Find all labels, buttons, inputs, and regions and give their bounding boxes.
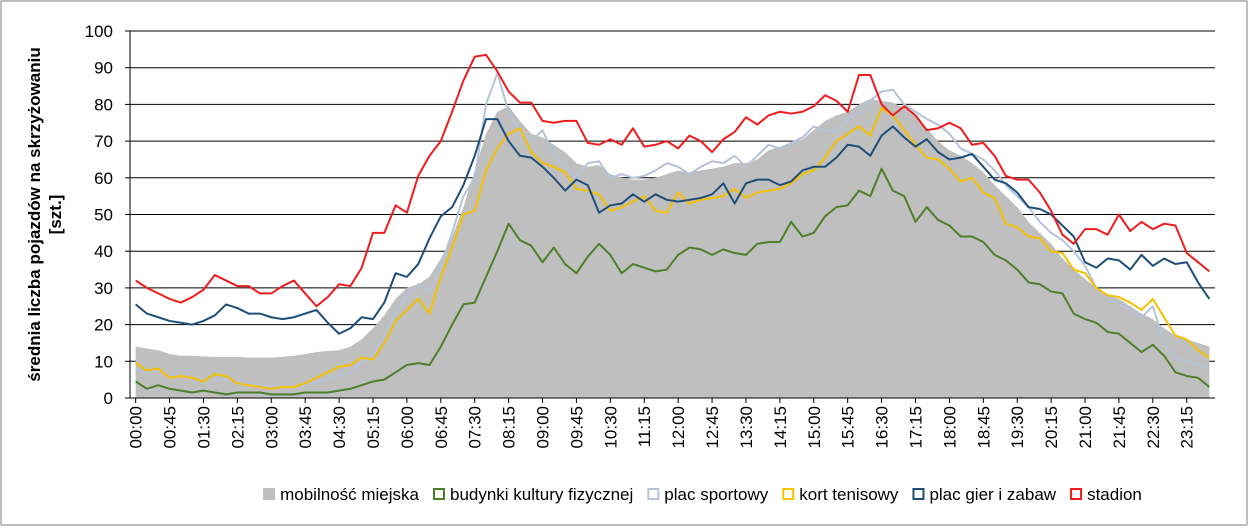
y-tick-label: 50 [94,206,113,225]
line [135,167,1210,396]
x-tick-label: 22:30 [1144,406,1163,449]
y-tick-label: 90 [94,59,113,78]
x-tick-label: 20:15 [1042,406,1061,449]
x-tick-label: 07:30 [466,406,485,449]
x-tick-label: 14:15 [771,406,790,449]
x-tick-label: 12:45 [703,406,722,449]
legend-label: kort tenisowy [799,485,899,504]
line [135,72,1210,388]
x-tick-label: 05:15 [364,406,383,449]
legend-swatch [1070,488,1083,500]
x-tick-label: 17:15 [906,406,925,449]
x-tick-label: 09:00 [534,406,553,449]
line [135,107,1210,390]
x-tick-label: 04:30 [330,406,349,449]
y-tick-label: 20 [94,316,113,335]
legend-swatch [263,488,276,500]
y-axis-label-line: średnia liczba pojazdów na skrzyżowaniu [25,47,44,381]
x-tick-label: 01:30 [194,406,213,449]
y-tick-label: 40 [94,242,113,261]
legend-swatch [912,488,925,500]
legend-label: budynki kultury fizycznej [450,485,633,504]
x-tick-label: 11:15 [635,406,654,447]
legend-label: plac sportowy [664,485,768,504]
area [135,98,1210,399]
line [135,118,1211,335]
y-tick-label: 60 [94,169,113,188]
x-tick-label: 00:45 [161,406,180,449]
x-tick-label: 18:45 [974,406,993,449]
legend-label: mobilność miejska [280,485,419,504]
legend-swatch [782,488,795,500]
x-tick-label: 02:15 [228,406,247,449]
x-tick-label: 08:15 [500,406,519,449]
y-axis-label: średnia liczba pojazdów na skrzyżowaniu[… [25,47,65,381]
x-tick-label: 00:00 [127,406,146,449]
legend-label: plac gier i zabaw [929,485,1056,504]
y-axis-label-line: [szt.] [46,195,65,235]
x-tick-label: 13:30 [737,406,756,449]
x-tick-label: 12:00 [669,406,688,449]
x-tick-label: 03:00 [262,406,281,449]
x-tick-label: 10:30 [601,406,620,449]
x-tick-label: 15:00 [805,406,824,449]
y-tick-label: 10 [94,352,113,371]
y-tick-label: 100 [85,22,113,41]
x-tick-label: 09:45 [567,406,586,449]
x-tick-label: 16:30 [873,406,892,449]
legend-swatch [647,488,660,500]
x-tick-label: 19:30 [1008,406,1027,449]
legend: mobilność miejska budynki kultury fizyczn… [263,485,1142,504]
x-tick-label: 21:00 [1076,406,1095,449]
line [135,53,1210,308]
x-tick-label: 06:45 [432,406,451,449]
x-tick-label: 03:45 [296,406,315,449]
x-tick-label: 18:00 [940,406,959,449]
x-tick-label: 23:15 [1178,406,1197,449]
x-tick-label: 15:45 [839,406,858,449]
y-tick-label: 0 [104,389,113,408]
legend-swatch [432,488,445,500]
y-tick-label: 80 [94,95,113,114]
y-tick-label: 30 [94,279,113,298]
y-tick-label: 70 [94,132,113,151]
legend-label: stadion [1087,485,1142,504]
x-tick-label: 06:00 [398,406,417,449]
x-tick-label: 21:45 [1110,406,1129,449]
